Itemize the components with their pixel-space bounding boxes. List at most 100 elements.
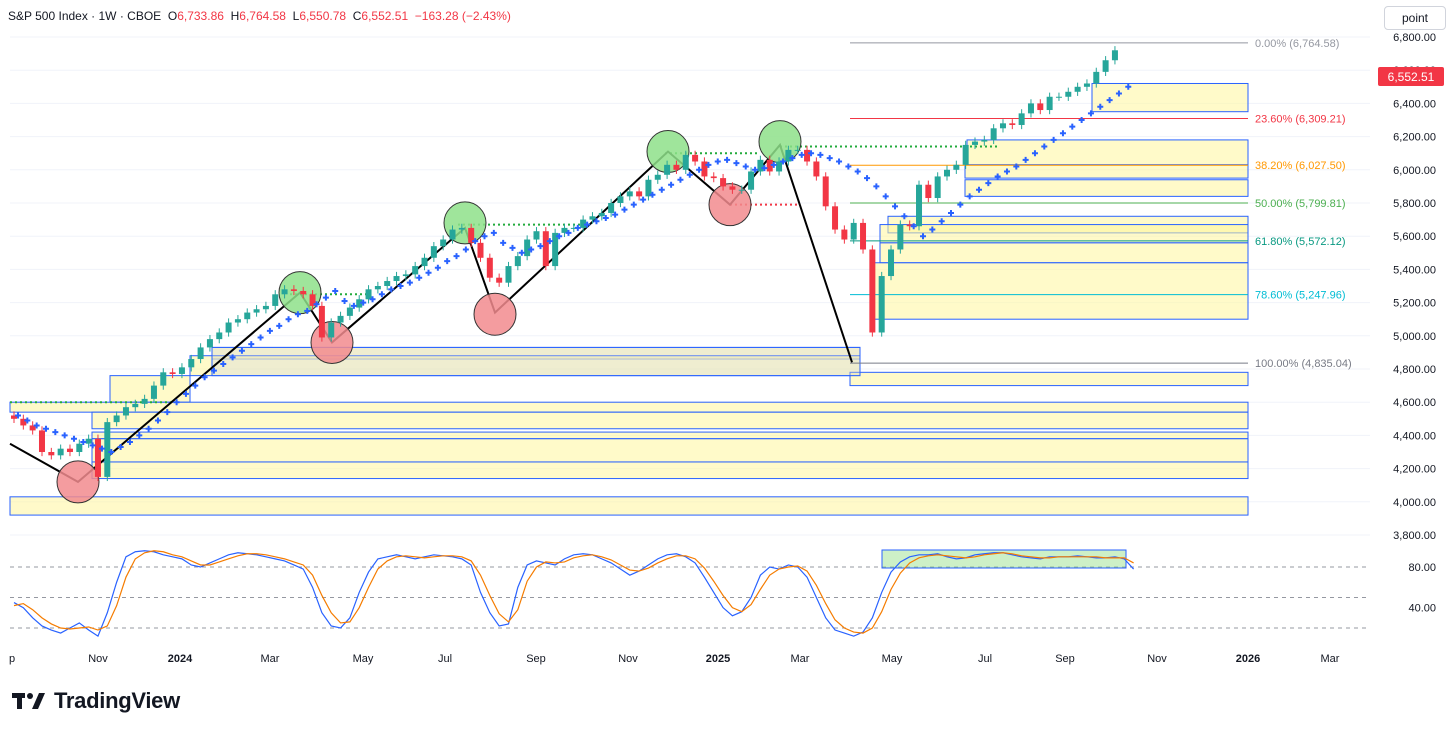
candle-body <box>1027 103 1034 114</box>
psar-marker <box>285 316 292 323</box>
candle-body <box>794 149 801 151</box>
psar-marker <box>705 161 712 168</box>
psar-marker <box>164 409 171 416</box>
candle-body <box>869 249 876 333</box>
candle-body <box>701 161 708 177</box>
trend-lines <box>9 142 853 484</box>
psar-marker <box>975 186 982 193</box>
candle-body <box>720 178 727 187</box>
candle-body <box>1074 86 1081 92</box>
psar-marker <box>472 238 479 245</box>
psar-marker <box>518 249 525 256</box>
psar-marker <box>528 246 535 253</box>
psar-marker <box>434 264 441 271</box>
psar-marker <box>369 296 376 303</box>
symbol-label[interactable]: S&P 500 Index · 1W · CBOE <box>8 9 162 23</box>
time-axis[interactable]: p Nov 2024 Mar May Jul Sep Nov 2025 Mar May Jul Sep N… <box>9 653 1340 665</box>
psar-marker <box>752 166 759 173</box>
price-tick: 4,800.00 <box>1393 364 1436 376</box>
close-value: 6,552.51 <box>361 9 409 23</box>
candle-body <box>272 294 279 306</box>
candle-body <box>906 224 913 227</box>
candle-body <box>253 309 260 313</box>
candle-body <box>934 176 941 199</box>
candle-body <box>300 290 307 295</box>
psar-marker <box>182 390 189 397</box>
time-tick: Mar <box>791 653 810 665</box>
tradingview-logo-icon <box>12 693 45 709</box>
psar-marker <box>798 151 805 158</box>
candle-body <box>281 289 288 295</box>
candle-body <box>337 315 344 323</box>
price-tick: 4,200.00 <box>1393 464 1436 476</box>
fib-label: 0.00% (6,764.58) <box>1255 38 1339 50</box>
candle-body <box>822 176 829 207</box>
candle-body <box>738 189 745 191</box>
candle-body <box>682 154 689 170</box>
psar-marker <box>24 417 31 424</box>
fib-label: 78.60% (5,247.96) <box>1255 290 1346 302</box>
psar-marker <box>70 435 77 442</box>
candle-body <box>486 257 493 278</box>
candle-body <box>374 286 381 290</box>
psar-marker <box>574 224 581 231</box>
candle-body <box>132 403 139 408</box>
candle-body <box>542 231 549 267</box>
candle-body <box>654 174 661 180</box>
zone-rect <box>871 262 1249 320</box>
psar-marker <box>892 203 899 210</box>
psar-marker <box>1125 83 1132 90</box>
unit-button[interactable]: point <box>1384 6 1446 30</box>
psar-marker <box>854 168 861 175</box>
psar-marker <box>98 445 105 452</box>
psar-marker <box>397 283 404 289</box>
candle-body <box>496 277 503 283</box>
open-label: O <box>167 9 178 23</box>
time-tick: May <box>882 653 903 665</box>
candle-body <box>1046 96 1053 111</box>
time-tick: Nov <box>1147 653 1167 665</box>
psar-marker <box>257 334 264 341</box>
fibonacci-levels: 0.00% (6,764.58) 23.60% (6,309.21) 38.20% … <box>850 38 1352 370</box>
psar-marker <box>948 209 954 216</box>
osc-k-line <box>13 550 1135 638</box>
psar-marker <box>42 425 49 432</box>
change-value: −163.28 (−2.43%) <box>414 9 511 23</box>
candle-body <box>66 448 73 452</box>
psar-marker <box>826 155 833 162</box>
candle-body <box>468 227 475 243</box>
time-tick: Jul <box>438 653 452 665</box>
supply-demand-zones <box>9 82 1249 516</box>
low-value: 6,550.78 <box>299 9 347 23</box>
psar-marker <box>1041 143 1048 150</box>
candle-body <box>20 418 27 426</box>
zigzag-line <box>9 142 853 484</box>
psar-marker <box>565 229 572 236</box>
candle-body <box>962 144 969 165</box>
psar-marker <box>481 233 488 240</box>
tradingview-logo[interactable]: TradingView <box>12 688 180 714</box>
candle-body <box>206 339 213 348</box>
psar-marker <box>360 299 367 306</box>
zone-rect <box>9 401 1249 413</box>
psar-marker <box>649 191 656 198</box>
psar-markers <box>15 83 1132 455</box>
last-price-tag: 6,552.51 <box>1378 67 1444 86</box>
fib-label: 23.60% (6,309.21) <box>1255 113 1346 125</box>
psar-marker <box>733 160 740 167</box>
osc-d-line <box>13 550 1134 634</box>
logo-text: TradingView <box>54 688 180 713</box>
candle-body <box>953 164 960 170</box>
psar-marker <box>89 442 96 449</box>
candle-body <box>636 191 643 197</box>
psar-marker <box>173 399 180 406</box>
psar-marker <box>378 291 385 298</box>
price-axis[interactable]: 6,800.006,600.006,400.006,200.006,000.00… <box>1393 32 1436 542</box>
psar-marker <box>425 269 432 276</box>
psar-marker <box>490 229 497 236</box>
candle-body <box>1093 71 1100 84</box>
osc-tick: 80.00 <box>1408 562 1436 574</box>
psar-marker <box>388 286 395 293</box>
time-tick: Mar <box>261 653 280 665</box>
zone-rect <box>1091 82 1249 113</box>
